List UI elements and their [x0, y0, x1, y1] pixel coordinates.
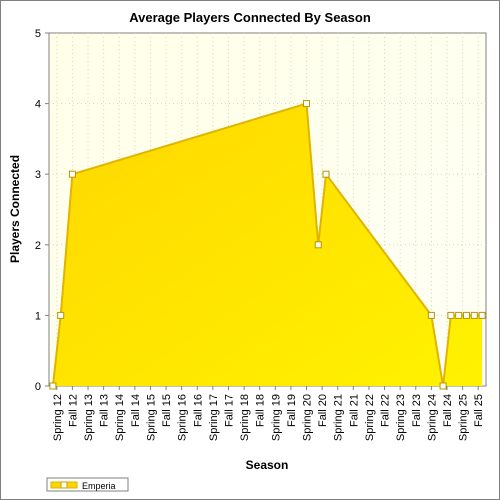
legend-series-name: Emperia [82, 481, 116, 491]
data-point [439, 382, 447, 390]
data-point [68, 170, 76, 178]
y-tick-label: 2 [35, 240, 41, 252]
y-tick-label: 1 [35, 310, 41, 322]
legend-marker [60, 481, 68, 489]
y-axis-label: Players Connected [8, 155, 22, 263]
x-tick-label: Spring 14 [114, 394, 126, 441]
x-tick-label: Spring 15 [145, 394, 157, 441]
x-tick-label: Fall 13 [99, 394, 111, 427]
x-tick-label: Fall 23 [411, 394, 423, 427]
x-tick-label: Spring 17 [208, 394, 220, 441]
x-tick-label: Fall 16 [192, 394, 204, 427]
x-tick-label: Spring 18 [239, 394, 251, 441]
series-area-emperia [52, 103, 483, 386]
x-tick-label: Fall 12 [67, 394, 79, 427]
data-point [49, 382, 57, 390]
data-point [470, 311, 478, 319]
x-tick-label: Fall 18 [255, 394, 267, 427]
data-point [303, 100, 311, 108]
x-tick-label: Spring 12 [52, 394, 64, 441]
x-tick-label: Fall 22 [380, 394, 392, 427]
x-tick-label: Fall 25 [473, 394, 485, 427]
x-tick-label: Fall 19 [286, 394, 298, 427]
data-point [57, 311, 65, 319]
x-tick-label: Spring 13 [83, 394, 95, 441]
data-point [447, 311, 455, 319]
x-tick-label: Spring 22 [364, 394, 376, 441]
data-point [462, 311, 470, 319]
legend: Emperia [46, 477, 129, 492]
x-axis-label: Season [246, 458, 289, 472]
x-tick-label: Spring 20 [302, 394, 314, 441]
x-tick-label: Spring 24 [426, 394, 438, 441]
data-point [455, 311, 463, 319]
y-tick-label: 3 [35, 169, 41, 181]
y-tick-label: 0 [35, 381, 41, 393]
y-tick-label: 5 [35, 28, 41, 40]
x-tick-label: Fall 17 [223, 394, 235, 427]
data-point [478, 311, 486, 319]
data-point [314, 241, 322, 249]
x-tick-label: Fall 21 [348, 394, 360, 427]
x-tick-label: Spring 21 [333, 394, 345, 441]
x-tick-label: Spring 16 [177, 394, 189, 441]
x-tick-label: Spring 25 [458, 394, 470, 441]
x-tick-label: Fall 14 [130, 394, 142, 427]
x-tick-label: Fall 20 [317, 394, 329, 427]
data-point [427, 311, 435, 319]
x-tick-label: Spring 19 [270, 394, 282, 441]
x-tick-label: Fall 15 [161, 394, 173, 427]
y-tick-label: 4 [35, 99, 41, 111]
x-tick-label: Spring 23 [395, 394, 407, 441]
data-point [322, 170, 330, 178]
x-tick-label: Fall 24 [442, 394, 454, 427]
chart-title: Average Players Connected By Season [129, 10, 371, 25]
